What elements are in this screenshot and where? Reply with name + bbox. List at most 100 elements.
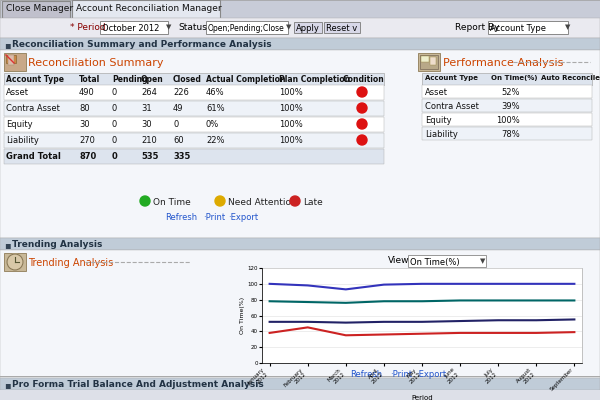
Bar — [430, 57, 436, 65]
Circle shape — [357, 119, 367, 129]
Bar — [100, 21, 168, 34]
Text: Asset: Asset — [6, 88, 29, 97]
Text: ▼: ▼ — [286, 24, 292, 30]
Text: October 2012: October 2012 — [102, 24, 160, 33]
Bar — [420, 55, 438, 69]
Circle shape — [357, 87, 367, 97]
Circle shape — [7, 254, 23, 270]
Bar — [408, 255, 486, 267]
Text: 270: 270 — [79, 136, 95, 145]
Text: Pro Forma Trial Balance And Adjustment Analysis: Pro Forma Trial Balance And Adjustment A… — [12, 380, 264, 389]
Text: ▪: ▪ — [4, 240, 11, 250]
Text: 0: 0 — [112, 88, 117, 97]
Bar — [294, 22, 322, 33]
Bar — [422, 99, 592, 112]
Circle shape — [357, 103, 367, 113]
Text: 100%: 100% — [496, 116, 520, 125]
Text: Contra Asset: Contra Asset — [6, 104, 60, 113]
Text: 226: 226 — [173, 88, 189, 97]
Bar — [0, 50, 600, 238]
Bar — [0, 18, 600, 38]
Bar — [4, 133, 384, 148]
Text: On Time: On Time — [153, 198, 191, 207]
Text: ▼: ▼ — [565, 24, 571, 30]
Text: Total: Total — [79, 75, 100, 84]
Bar — [421, 56, 429, 62]
Bar — [4, 149, 384, 164]
Bar — [0, 238, 600, 250]
Text: Liability: Liability — [6, 136, 39, 145]
Text: Reconciliation Summary and Performance Analysis: Reconciliation Summary and Performance A… — [12, 40, 272, 49]
Bar — [0, 390, 600, 400]
Text: Report By: Report By — [455, 23, 499, 32]
Text: View: View — [388, 256, 409, 265]
Circle shape — [140, 196, 150, 206]
Text: ·Print: ·Print — [390, 370, 412, 379]
Text: Auto Reconciled(%): Auto Reconciled(%) — [541, 75, 600, 81]
Text: 100%: 100% — [279, 120, 303, 129]
Text: Account Type: Account Type — [425, 75, 478, 81]
Text: 61%: 61% — [206, 104, 224, 113]
Circle shape — [215, 196, 225, 206]
Text: 31: 31 — [141, 104, 152, 113]
Bar — [418, 53, 440, 71]
Bar — [8, 55, 14, 65]
Bar — [6, 55, 16, 63]
Text: 80: 80 — [79, 104, 89, 113]
Text: 0: 0 — [112, 104, 117, 113]
Bar — [4, 85, 384, 100]
Bar — [0, 376, 600, 377]
Text: ▪: ▪ — [4, 380, 11, 390]
Text: Closed: Closed — [173, 75, 202, 84]
Bar — [422, 113, 592, 126]
Bar — [72, 0, 220, 18]
Bar — [4, 253, 26, 271]
Text: Late: Late — [303, 198, 323, 207]
Text: 0: 0 — [173, 120, 178, 129]
Bar — [422, 73, 592, 85]
Text: ▪: ▪ — [4, 40, 11, 50]
Text: 870: 870 — [79, 152, 96, 161]
Text: Account Reconciliation Manager: Account Reconciliation Manager — [76, 4, 221, 13]
Circle shape — [357, 135, 367, 145]
Text: 30: 30 — [79, 120, 89, 129]
Text: 22%: 22% — [206, 136, 224, 145]
Text: Reset v: Reset v — [326, 24, 357, 33]
Text: Plan Completion: Plan Completion — [279, 75, 350, 84]
Text: 39%: 39% — [502, 102, 520, 111]
Text: 0%: 0% — [206, 120, 219, 129]
Text: Asset: Asset — [425, 88, 448, 97]
Bar — [0, 0, 600, 18]
Bar — [0, 378, 600, 390]
Text: Actual Completion: Actual Completion — [206, 75, 286, 84]
Text: Account Type: Account Type — [490, 24, 546, 33]
Text: Open: Open — [141, 75, 164, 84]
Text: Refresh: Refresh — [350, 370, 382, 379]
Bar — [2, 1, 70, 18]
Text: Status: Status — [178, 23, 207, 32]
Bar — [324, 22, 360, 33]
Text: ·Export: ·Export — [228, 213, 258, 222]
Text: Account Type: Account Type — [6, 75, 64, 84]
Text: ▼: ▼ — [480, 258, 485, 264]
Text: Trending Analysis: Trending Analysis — [28, 258, 113, 268]
Text: Grand Total: Grand Total — [6, 152, 61, 161]
Text: Equity: Equity — [425, 116, 452, 125]
Text: Liability: Liability — [425, 130, 458, 139]
Bar — [4, 53, 26, 71]
Text: 264: 264 — [141, 88, 157, 97]
Bar — [0, 250, 600, 378]
Text: 0: 0 — [112, 120, 117, 129]
Text: 49: 49 — [173, 104, 184, 113]
Y-axis label: On Time(%): On Time(%) — [239, 297, 245, 334]
Text: 78%: 78% — [501, 130, 520, 139]
Bar — [4, 117, 384, 132]
X-axis label: Period: Period — [411, 395, 433, 400]
Text: 60: 60 — [173, 136, 184, 145]
Text: On Time(%): On Time(%) — [491, 75, 538, 81]
Bar — [4, 73, 384, 85]
Text: On Time(%): On Time(%) — [410, 258, 460, 267]
Bar — [0, 38, 600, 50]
Text: Contra Asset: Contra Asset — [425, 102, 479, 111]
Text: 100%: 100% — [279, 88, 303, 97]
